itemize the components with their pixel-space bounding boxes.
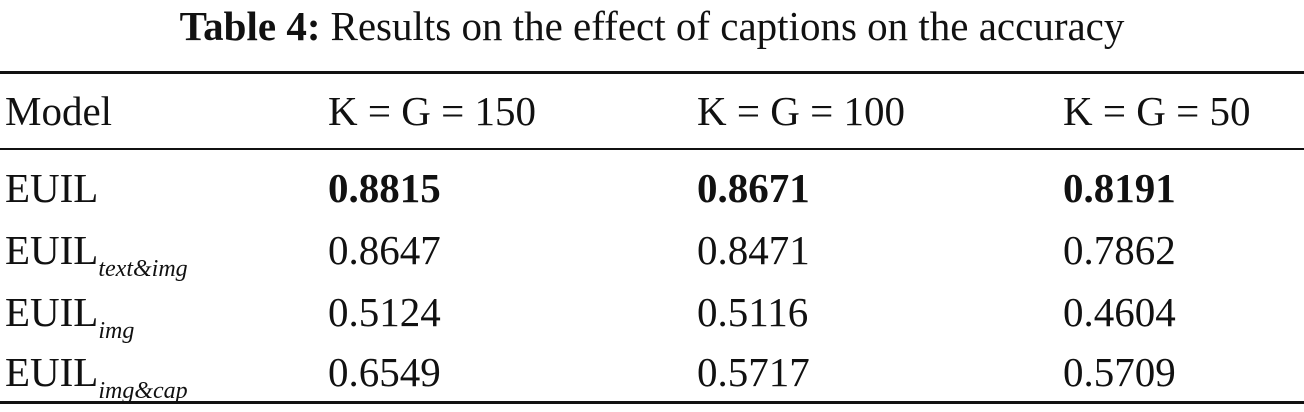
value-cell: 0.6549 — [328, 349, 441, 395]
model-cell: EUILimg&cap — [5, 347, 188, 404]
top-rule — [0, 71, 1304, 74]
caption-text: Results on the effect of captions on the… — [330, 3, 1125, 49]
value-cell: 0.8647 — [328, 227, 441, 273]
bottom-rule — [0, 401, 1304, 404]
caption-label: Table 4: — [179, 3, 321, 49]
mid-rule — [0, 148, 1304, 150]
model-name: EUIL — [5, 165, 99, 211]
model-cell: EUIL — [5, 163, 98, 213]
value-cell: 0.7862 — [1063, 227, 1176, 273]
column-header: Model — [5, 88, 113, 134]
value-cell: 0.8815 — [328, 165, 441, 211]
value-cell: 0.5717 — [697, 349, 810, 395]
model-cell: EUILtext&img — [5, 225, 188, 282]
column-header: K = G = 100 — [697, 88, 905, 134]
model-subscript: text&img — [98, 256, 188, 282]
value-cell: 0.5116 — [697, 289, 809, 335]
table-caption: Table 4: Results on the effect of caption… — [0, 0, 1304, 52]
value-cell: 0.8671 — [697, 165, 810, 211]
value-cell: 0.8471 — [697, 227, 810, 273]
column-header: K = G = 50 — [1063, 88, 1251, 134]
value-cell: 0.4604 — [1063, 289, 1176, 335]
model-subscript: img&cap — [98, 378, 188, 404]
value-cell: 0.5709 — [1063, 349, 1176, 395]
column-header: K = G = 150 — [328, 88, 536, 134]
model-cell: EUILimg — [5, 287, 134, 344]
model-subscript: img — [98, 318, 135, 344]
value-cell: 0.5124 — [328, 289, 441, 335]
model-name: EUIL — [5, 227, 99, 273]
model-name: EUIL — [5, 349, 99, 395]
model-name: EUIL — [5, 289, 99, 335]
value-cell: 0.8191 — [1063, 165, 1176, 211]
